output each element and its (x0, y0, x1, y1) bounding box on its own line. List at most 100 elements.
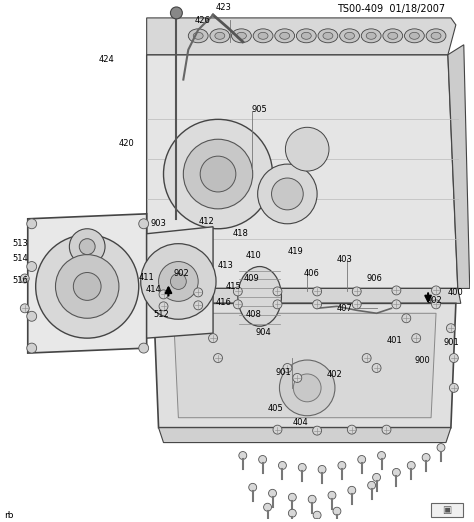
Circle shape (412, 334, 420, 342)
Ellipse shape (280, 32, 290, 39)
Text: 411: 411 (139, 272, 155, 281)
Circle shape (27, 262, 36, 271)
Text: 513: 513 (12, 239, 28, 248)
Ellipse shape (231, 29, 251, 43)
Circle shape (298, 464, 306, 471)
Polygon shape (448, 45, 470, 289)
Circle shape (20, 304, 29, 313)
Circle shape (431, 300, 440, 309)
Text: 516: 516 (12, 277, 28, 286)
Circle shape (264, 503, 272, 511)
Ellipse shape (301, 32, 311, 39)
Circle shape (437, 444, 445, 452)
Text: 416: 416 (216, 299, 232, 307)
Polygon shape (146, 227, 213, 338)
Circle shape (233, 287, 242, 296)
Circle shape (382, 425, 391, 434)
Text: 413: 413 (218, 260, 234, 269)
Circle shape (171, 7, 182, 19)
Circle shape (69, 229, 105, 265)
Text: 408: 408 (246, 310, 262, 319)
Circle shape (347, 425, 356, 434)
Ellipse shape (238, 267, 282, 326)
Circle shape (392, 468, 401, 477)
Circle shape (164, 120, 273, 229)
Ellipse shape (388, 32, 398, 39)
Text: 401: 401 (386, 336, 402, 345)
Circle shape (79, 239, 95, 255)
Ellipse shape (318, 29, 338, 43)
Text: 426: 426 (194, 16, 210, 25)
Polygon shape (173, 313, 436, 418)
Text: 904: 904 (255, 328, 272, 337)
Circle shape (392, 286, 401, 295)
Circle shape (358, 456, 365, 464)
Circle shape (449, 353, 458, 362)
Circle shape (318, 466, 326, 473)
Circle shape (373, 473, 381, 481)
Ellipse shape (237, 32, 246, 39)
Circle shape (159, 290, 168, 299)
Circle shape (313, 426, 321, 435)
Circle shape (141, 244, 216, 319)
Circle shape (288, 509, 296, 517)
Circle shape (27, 219, 36, 229)
Text: 903: 903 (151, 219, 166, 228)
Circle shape (200, 156, 236, 192)
Circle shape (308, 495, 316, 503)
Text: 415: 415 (226, 282, 242, 291)
Circle shape (338, 461, 346, 469)
Polygon shape (154, 303, 456, 428)
Text: TS00-409  01/18/2007: TS00-409 01/18/2007 (337, 4, 445, 14)
Circle shape (139, 219, 149, 229)
Polygon shape (146, 18, 456, 55)
Ellipse shape (193, 32, 203, 39)
Circle shape (258, 164, 317, 224)
Ellipse shape (253, 29, 273, 43)
Ellipse shape (361, 29, 381, 43)
Circle shape (139, 343, 149, 353)
Circle shape (407, 461, 415, 469)
Text: rb: rb (4, 511, 13, 520)
Circle shape (278, 461, 286, 469)
Circle shape (402, 314, 411, 323)
Circle shape (73, 272, 101, 300)
Ellipse shape (340, 29, 359, 43)
Circle shape (194, 288, 203, 297)
Circle shape (259, 456, 266, 464)
Ellipse shape (366, 32, 376, 39)
Text: 423: 423 (216, 3, 232, 12)
Circle shape (273, 300, 282, 309)
Ellipse shape (410, 32, 419, 39)
Ellipse shape (296, 29, 316, 43)
Polygon shape (28, 214, 146, 353)
Text: 403: 403 (337, 255, 353, 264)
Circle shape (368, 481, 375, 489)
Circle shape (36, 235, 139, 338)
Text: 901: 901 (275, 368, 291, 377)
Circle shape (285, 127, 329, 171)
Text: 406: 406 (303, 268, 319, 278)
Text: 409: 409 (244, 274, 260, 282)
Text: 419: 419 (287, 247, 303, 256)
Circle shape (447, 324, 456, 333)
Circle shape (422, 454, 430, 461)
Ellipse shape (431, 32, 441, 39)
Circle shape (362, 353, 371, 362)
Ellipse shape (210, 29, 230, 43)
Circle shape (328, 491, 336, 499)
Circle shape (171, 274, 186, 289)
Circle shape (333, 507, 341, 515)
Text: 424: 424 (99, 55, 115, 64)
Ellipse shape (426, 29, 446, 43)
Text: 414: 414 (146, 286, 162, 294)
Circle shape (55, 255, 119, 318)
Ellipse shape (258, 32, 268, 39)
Text: 407: 407 (337, 304, 353, 313)
Circle shape (288, 493, 296, 501)
Text: 400: 400 (448, 289, 464, 298)
Circle shape (20, 274, 29, 283)
Circle shape (194, 301, 203, 310)
Text: 902: 902 (173, 268, 189, 278)
Circle shape (378, 452, 385, 459)
